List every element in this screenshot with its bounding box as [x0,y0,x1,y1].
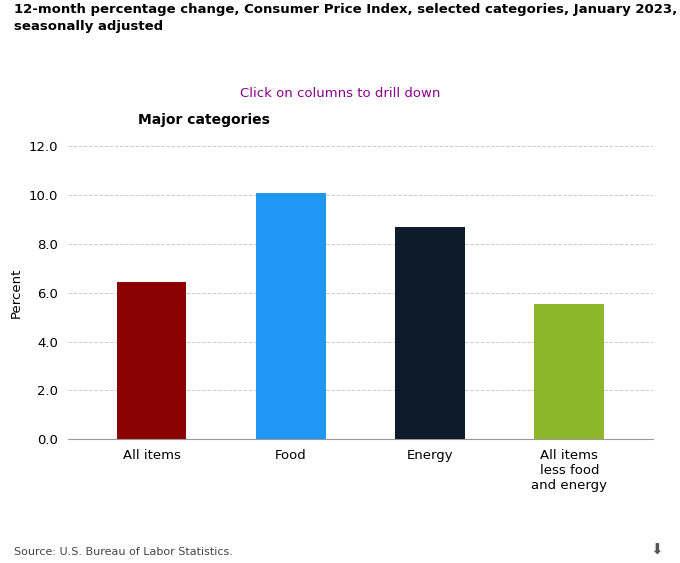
Y-axis label: Percent: Percent [10,267,23,318]
Text: 12-month percentage change, Consumer Price Index, selected categories, January 2: 12-month percentage change, Consumer Pri… [14,3,680,33]
Text: ⬇: ⬇ [650,542,663,557]
Text: Click on columns to drill down: Click on columns to drill down [240,87,440,100]
Bar [117,282,186,439]
Text: Source: U.S. Bureau of Labor Statistics.: Source: U.S. Bureau of Labor Statistics. [14,547,233,557]
Bar [534,304,604,439]
Text: Major categories: Major categories [138,113,270,127]
Bar [256,193,326,439]
Bar [395,227,465,439]
